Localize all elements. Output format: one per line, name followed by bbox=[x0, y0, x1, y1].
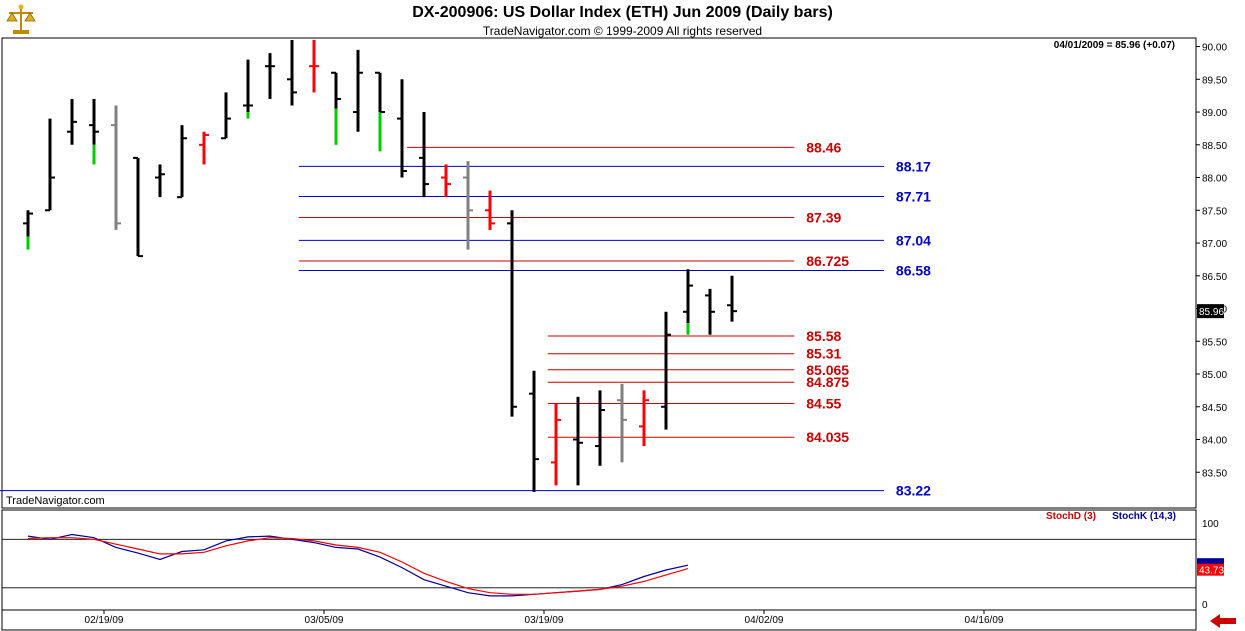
level-label: 85.31 bbox=[806, 346, 841, 362]
ohlc-bar bbox=[375, 71, 385, 152]
stoch-y-tick: 100 bbox=[1202, 519, 1219, 530]
watermark: TradeNavigator.com bbox=[6, 495, 105, 507]
stoch-panel-frame bbox=[1, 509, 1197, 611]
x-tick-label: 03/05/09 bbox=[305, 615, 344, 626]
y-tick-label: 84.50 bbox=[1202, 403, 1227, 414]
x-tick-label: 02/19/09 bbox=[85, 615, 124, 626]
scales-icon bbox=[6, 4, 36, 34]
ohlc-bar bbox=[23, 210, 33, 250]
level-label: 87.04 bbox=[896, 232, 931, 248]
price-panel-frame bbox=[1, 37, 1197, 509]
ohlc-bar bbox=[419, 112, 429, 198]
stochd-legend: StochD (3) bbox=[1046, 511, 1096, 522]
level-label: 84.55 bbox=[806, 395, 841, 411]
level-label: 86.725 bbox=[806, 253, 849, 269]
ohlc-bar bbox=[595, 390, 605, 466]
stoch-line bbox=[27, 533, 689, 597]
stoch-last-label: 43.73 bbox=[1199, 566, 1224, 577]
level-label: 83.22 bbox=[896, 483, 931, 499]
ohlc-bar bbox=[287, 40, 297, 106]
last-price-label: 85.96 bbox=[1199, 307, 1224, 318]
ohlc-bar bbox=[661, 311, 671, 430]
y-tick-label: 87.00 bbox=[1202, 239, 1227, 250]
y-tick-label: 83.50 bbox=[1202, 468, 1227, 479]
ohlc-bar bbox=[397, 79, 407, 178]
ohlc-bar bbox=[639, 390, 649, 447]
ohlc-bar bbox=[683, 269, 693, 335]
y-tick-label: 86.50 bbox=[1202, 272, 1227, 283]
level-label: 87.71 bbox=[896, 189, 931, 205]
ohlc-bar bbox=[617, 383, 627, 463]
stochd-last-tag bbox=[1197, 563, 1224, 576]
ohlc-bar bbox=[243, 59, 253, 119]
x-tick-label: 04/16/09 bbox=[965, 615, 1004, 626]
y-tick-label: 90.00 bbox=[1202, 43, 1227, 54]
ohlc-bar bbox=[485, 190, 495, 230]
ohlc-bar bbox=[265, 53, 275, 99]
ohlc-bar bbox=[507, 210, 517, 417]
y-tick-label: 85.00 bbox=[1202, 370, 1227, 381]
stoch-y-tick: 0 bbox=[1202, 600, 1208, 611]
level-label: 86.58 bbox=[896, 263, 931, 279]
ohlc-bar bbox=[727, 275, 737, 322]
y-tick-label: 88.00 bbox=[1202, 174, 1227, 185]
ohlc-bar bbox=[551, 403, 561, 486]
y-tick-label: 87.50 bbox=[1202, 206, 1227, 217]
level-label: 84.875 bbox=[806, 374, 849, 390]
ohlc-bar bbox=[89, 98, 99, 165]
ohlc-bar bbox=[573, 396, 583, 486]
stoch-line bbox=[27, 537, 689, 595]
level-label: 88.46 bbox=[806, 139, 841, 155]
level-label: 85.58 bbox=[806, 328, 841, 344]
y-tick-label: 89.00 bbox=[1202, 108, 1227, 119]
ohlc-bar bbox=[705, 288, 715, 335]
level-label: 84.035 bbox=[806, 429, 849, 445]
ohlc-bar bbox=[463, 161, 473, 250]
level-label: 87.39 bbox=[806, 209, 841, 225]
level-label: 85.065 bbox=[806, 362, 849, 378]
ohlc-bar bbox=[155, 164, 165, 198]
ohlc-bar bbox=[331, 71, 341, 145]
scroll-left-arrow-icon[interactable] bbox=[1208, 613, 1238, 629]
ohlc-bar bbox=[309, 40, 319, 93]
chart-subtitle: TradeNavigator.com © 1999-2009 All right… bbox=[482, 24, 763, 38]
ohlc-bar bbox=[45, 118, 55, 212]
y-tick-label: 84.00 bbox=[1202, 436, 1227, 447]
ohlc-bar bbox=[133, 156, 143, 258]
ohlc-bar bbox=[111, 105, 121, 230]
ohlc-bar bbox=[353, 49, 363, 132]
ohlc-bar bbox=[177, 125, 187, 199]
x-tick-label: 04/02/09 bbox=[745, 615, 784, 626]
info-line: 04/01/2009 = 85.96 (+0.07) bbox=[1054, 40, 1175, 51]
ohlc-bar bbox=[529, 370, 539, 492]
y-tick-label: 89.50 bbox=[1202, 75, 1227, 86]
last-price-tag bbox=[1197, 304, 1224, 319]
stochk-legend: StochK (14,3) bbox=[1112, 511, 1176, 522]
x-tick-label: 03/19/09 bbox=[525, 615, 564, 626]
level-label: 88.17 bbox=[896, 158, 931, 174]
y-tick-label: 85.50 bbox=[1202, 337, 1227, 348]
y-tick-label: 88.50 bbox=[1202, 141, 1227, 152]
ohlc-bar bbox=[199, 131, 209, 165]
ohlc-bar bbox=[67, 98, 77, 145]
axis-strip bbox=[1, 609, 1197, 631]
ohlc-bar bbox=[221, 92, 231, 140]
chart-title: DX-200906: US Dollar Index (ETH) Jun 200… bbox=[412, 4, 833, 21]
ohlc-bar bbox=[441, 164, 451, 198]
